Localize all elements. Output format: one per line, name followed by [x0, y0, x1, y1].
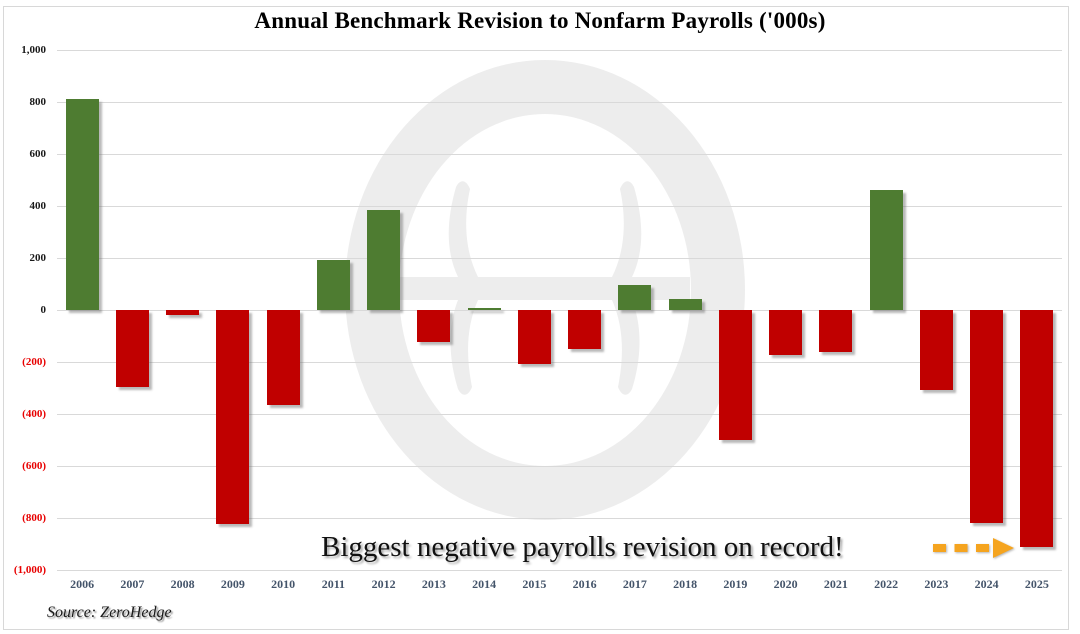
bar-2015 [517, 310, 551, 365]
x-axis-label-2013: 2013 [421, 577, 446, 591]
gridline [57, 206, 1062, 207]
x-axis-label-2016: 2016 [572, 577, 597, 591]
source-note: Source: ZeroHedge [47, 604, 172, 621]
bar-2009 [216, 310, 250, 525]
bar-2011 [316, 260, 350, 310]
gridline [57, 50, 1062, 51]
y-axis-tick-label: 400 [29, 200, 47, 212]
gridline [57, 154, 1062, 155]
gridline [57, 414, 1062, 415]
x-axis-label-2018: 2018 [673, 577, 698, 591]
bar-2022 [869, 189, 903, 310]
bar-2014 [467, 308, 501, 310]
y-axis-tick-label: 200 [29, 252, 47, 264]
x-axis-label-2008: 2008 [170, 577, 195, 591]
x-axis-label-2020: 2020 [773, 577, 798, 591]
x-axis-label-2024: 2024 [974, 577, 999, 591]
bar-2025 [1020, 310, 1054, 547]
bar-2010 [266, 310, 300, 406]
bar-2017 [618, 285, 652, 310]
bar-2020 [769, 310, 803, 355]
bar-2018 [668, 298, 702, 310]
bar-2023 [919, 310, 953, 390]
y-axis-tick-label: (1,000) [13, 564, 46, 576]
x-axis-label-2025: 2025 [1024, 577, 1049, 591]
x-axis-label-2023: 2023 [924, 577, 949, 591]
y-axis-tick-label: 800 [29, 96, 47, 108]
gridline [57, 258, 1062, 259]
bar-2016 [568, 310, 602, 349]
x-axis-label-2007: 2007 [120, 577, 145, 591]
bar-2008 [166, 310, 200, 316]
gridline [57, 362, 1062, 363]
gridline [57, 310, 1062, 311]
y-axis-tick-label: 1,000 [21, 44, 46, 56]
bar-2006 [65, 99, 99, 310]
x-axis-label-2011: 2011 [321, 577, 346, 591]
bar-2021 [819, 310, 853, 352]
x-axis-label-2012: 2012 [371, 577, 396, 591]
bar-2013 [417, 310, 451, 343]
x-axis-label-2014: 2014 [472, 577, 497, 591]
x-axis-label-2009: 2009 [220, 577, 245, 591]
bar-2007 [115, 310, 149, 388]
x-axis-label-2022: 2022 [874, 577, 899, 591]
y-axis-tick-label: 0 [40, 304, 47, 316]
bar-2024 [970, 310, 1004, 523]
x-axis-label-2019: 2019 [723, 577, 748, 591]
y-axis-tick-label: (200) [22, 356, 46, 368]
x-axis-label-2017: 2017 [622, 577, 647, 591]
x-axis-label-2015: 2015 [522, 577, 547, 591]
chart-title: Annual Benchmark Revision to Nonfarm Pay… [254, 8, 826, 33]
dashed-arrow-icon [933, 538, 1014, 558]
bar-2019 [718, 310, 752, 441]
gridline [57, 102, 1062, 103]
y-axis-tick-label: 600 [29, 148, 47, 160]
x-axis-label-2010: 2010 [271, 577, 296, 591]
x-axis-label-2021: 2021 [823, 577, 848, 591]
y-axis-tick-label: (600) [22, 460, 46, 472]
bar-2012 [367, 209, 401, 310]
x-axis-label-2006: 2006 [70, 577, 95, 591]
gridline [57, 466, 1062, 467]
annotation-text: Biggest negative payrolls revision on re… [321, 531, 844, 563]
gridline [57, 518, 1062, 519]
y-axis-tick-label: (400) [22, 408, 46, 420]
gridline [57, 570, 1062, 571]
y-axis-tick-label: (800) [22, 512, 46, 524]
